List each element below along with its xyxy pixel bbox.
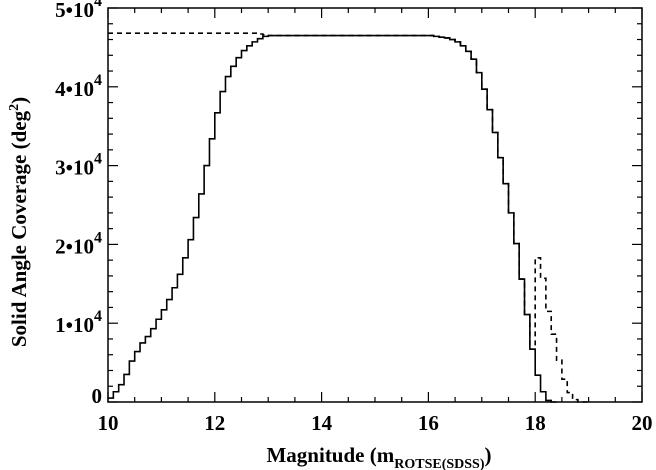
- series-group: [108, 32, 589, 403]
- y-tick-labels: 0 1•104 2•104 3•104 4•104 5•104: [55, 0, 102, 408]
- x-axis-title-subscript: ROTSE(SDSS): [394, 457, 485, 470]
- y-tick-label: 1•104: [55, 308, 102, 337]
- y-tick-label: 2•104: [55, 229, 102, 258]
- x-axis-title-main: Magnitude (m: [266, 443, 394, 467]
- y-tick-label: 4•104: [55, 72, 102, 101]
- x-tick-label: 12: [204, 411, 225, 435]
- y-tick-label: 3•104: [55, 151, 102, 180]
- y-axis-title-main: Solid Angle Coverage (deg: [7, 110, 31, 347]
- x-tick-label: 20: [632, 411, 653, 435]
- dashed-series-line: [108, 32, 589, 403]
- plot-frame: [107, 7, 643, 403]
- y-tick-label: 5•104: [55, 0, 102, 22]
- x-tick-labels: 10 12 14 16 18 20: [98, 411, 653, 435]
- x-tick-label: 14: [311, 411, 333, 435]
- axis-ticks: [107, 7, 643, 403]
- x-tick-label: 10: [98, 411, 119, 435]
- y-axis-title-close: ): [7, 97, 31, 104]
- y-axis-title-superscript: 2: [7, 104, 22, 111]
- x-axis-title-close: ): [485, 443, 492, 467]
- y-tick-label: 0: [92, 384, 103, 408]
- x-tick-label: 16: [418, 411, 439, 435]
- x-axis-title: Magnitude (mROTSE(SDSS)): [266, 443, 491, 470]
- x-tick-label: 18: [525, 411, 546, 435]
- solid-series-line: [108, 34, 557, 403]
- y-axis-title: Solid Angle Coverage (deg2): [7, 97, 31, 347]
